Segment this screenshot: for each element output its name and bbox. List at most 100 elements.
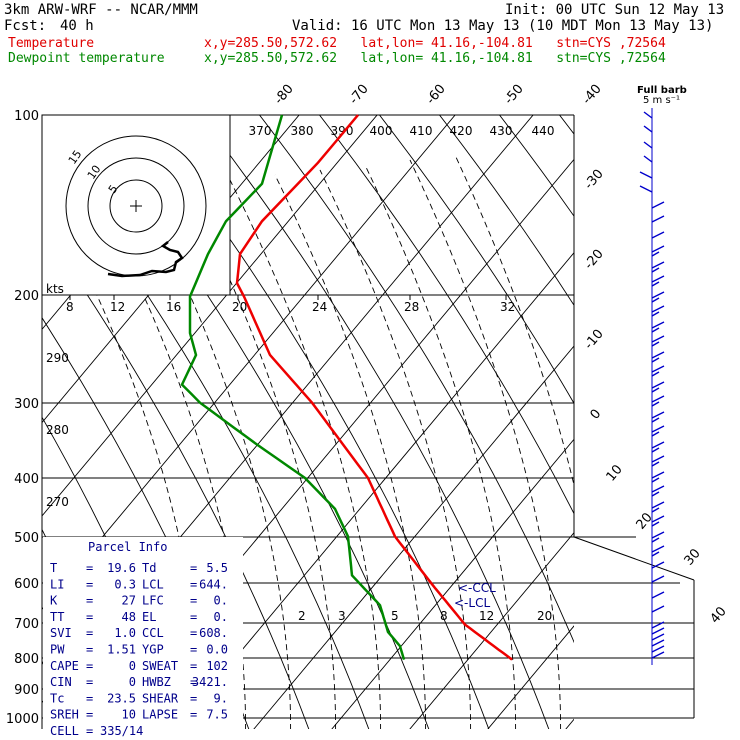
parcel-param-label: TT xyxy=(50,610,64,624)
speed-ticks xyxy=(69,295,507,300)
wind-barb xyxy=(643,155,653,163)
parcel-param-value: 19.6 xyxy=(107,561,136,575)
isotherm-label: -30 xyxy=(582,167,607,193)
dry-adiabat-line xyxy=(258,115,574,644)
parcel-equals: = xyxy=(190,626,197,640)
theta-e-labels: 290 280 270 xyxy=(46,351,69,509)
wind-barb-half xyxy=(651,327,660,333)
parcel-param-value: 0 xyxy=(129,675,136,689)
parcel-param-value: 5.5 xyxy=(206,561,228,575)
isotherm-label: -40 xyxy=(580,82,605,108)
parcel-param-label: PW xyxy=(50,643,65,657)
wind-barb xyxy=(651,425,665,433)
mixing-ratio-label: 20 xyxy=(537,609,552,623)
parcel-row: CAPE = 0 SWEAT = 102 xyxy=(50,659,228,673)
wind-barb-half xyxy=(651,477,660,483)
mixing-ratio-label: 5 xyxy=(391,609,399,623)
isotherm-label: -20 xyxy=(582,247,607,273)
wind-barb xyxy=(651,633,665,641)
parcel-param-value: 0. xyxy=(214,594,228,608)
parcel-info-panel: Parcel Info T = 19.6 Td = 5.5LI = 0.3 LCL = 644.K =… xyxy=(43,537,243,738)
parcel-param-value: 23.5 xyxy=(107,691,136,705)
wind-barb xyxy=(651,561,665,569)
parcel-param-value: 608. xyxy=(199,626,228,640)
parcel-param-label: SWEAT xyxy=(142,659,178,673)
wind-barb xyxy=(651,201,665,209)
mixing-ratio-label: 12 xyxy=(479,609,494,623)
isotherm-line xyxy=(618,90,740,740)
parcel-param-label: SHEAR xyxy=(142,691,179,705)
dry-adiabat-line xyxy=(0,90,20,740)
wind-barb-half xyxy=(651,537,660,543)
hodograph-trace xyxy=(107,241,184,278)
parcel-equals: = xyxy=(86,659,93,673)
wind-barb xyxy=(651,381,665,389)
parcel-param-label: LAPSE xyxy=(142,708,178,722)
parcel-param-value: 48 xyxy=(122,610,136,624)
pressure-label: 800 xyxy=(14,652,39,667)
wind-barb xyxy=(651,291,665,299)
parcel-param-label: HWBZ xyxy=(142,675,171,689)
wind-barb xyxy=(651,351,665,359)
hodograph-inset: 15 10 5 xyxy=(41,114,231,296)
mixing-ratio-label: 2 xyxy=(298,609,306,623)
parcel-row: CIN = 0 HWBZ =3421. xyxy=(50,675,228,689)
parcel-param-value: 1.0 xyxy=(114,626,136,640)
parcel-row: T = 19.6 Td = 5.5 xyxy=(50,561,228,575)
pressure-label: 900 xyxy=(14,683,39,698)
wind-profile: Full barb 5 m s⁻¹ xyxy=(637,85,687,665)
mixing-ratio-label: 3 xyxy=(338,609,346,623)
dewpoint-station-info: x,y=285.50,572.62 lat,lon= 41.16,-104.81… xyxy=(204,51,666,66)
dry-adiabat-line xyxy=(600,90,740,740)
wind-barb xyxy=(643,111,653,119)
speed-label: 28 xyxy=(404,300,419,314)
isotherm-label: -80 xyxy=(272,82,297,108)
parcel-equals: = xyxy=(86,708,93,722)
wind-barb-half xyxy=(651,387,660,393)
parcel-equals: = xyxy=(86,675,93,689)
model-title: 3km ARW-WRF -- NCAR/MMM xyxy=(4,2,198,18)
isotherm-line xyxy=(42,115,456,610)
speed-label: 8 xyxy=(66,300,74,314)
cell-label: CELL xyxy=(50,724,79,738)
parcel-equals: = xyxy=(86,577,93,591)
parcel-equals: = xyxy=(86,724,93,738)
ccl-marker: <-CCL xyxy=(458,581,496,595)
mixing-ratio-labels: 2 3 5 8 12 20 xyxy=(298,609,552,623)
wind-barb-half xyxy=(651,267,660,273)
kts-label: kts xyxy=(46,282,64,296)
pressure-label: 700 xyxy=(14,617,39,632)
moist-adiabat-line xyxy=(454,154,574,487)
parcel-equals: = xyxy=(190,675,197,689)
parcel-param-value: 0 xyxy=(129,659,136,673)
parcel-row: TT = 48 EL = 0. xyxy=(50,610,228,624)
wind-barb xyxy=(651,231,665,239)
parcel-row: SREH = 10 LAPSE = 7.5 xyxy=(50,708,228,722)
wind-barb xyxy=(651,575,665,583)
wind-barb-half xyxy=(651,401,660,407)
pressure-label: 500 xyxy=(14,531,39,546)
dry-adiabat-line xyxy=(42,226,310,729)
pressure-label: 300 xyxy=(14,397,39,412)
parcel-equals: = xyxy=(86,594,93,608)
isotherm-line xyxy=(565,718,574,729)
parcel-param-label: T xyxy=(50,561,57,575)
dry-adiabat-line xyxy=(198,115,550,729)
dry-adiabat-line xyxy=(660,90,740,740)
wind-barb xyxy=(651,215,665,223)
init-time: Init: 00 UTC Sun 12 May 13 xyxy=(505,2,725,18)
parcel-param-label: CAPE xyxy=(50,659,79,673)
wind-barb-half xyxy=(651,521,660,527)
isotherm-line xyxy=(696,90,740,740)
wind-barb xyxy=(651,321,665,329)
moist-adiabat-line xyxy=(319,169,471,729)
isotherm-line xyxy=(409,531,574,729)
wind-barb xyxy=(651,627,665,635)
wind-barb xyxy=(651,485,665,493)
pressure-label: 600 xyxy=(14,577,39,592)
parcel-info-title: Parcel Info xyxy=(88,540,167,554)
wind-barb-half xyxy=(651,447,660,453)
temperature-station-info: x,y=285.50,572.62 lat,lon= 41.16,-104.81… xyxy=(204,36,666,51)
wind-barb-units: 5 m s⁻¹ xyxy=(643,95,680,106)
